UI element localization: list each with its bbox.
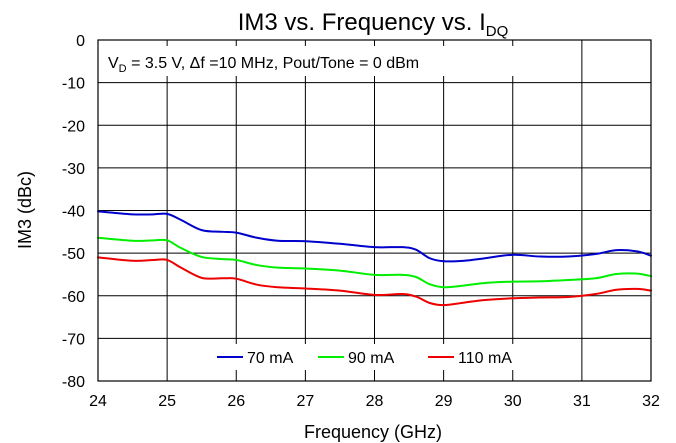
y-tick-label: -80 (62, 374, 85, 391)
x-axis-label: Frequency (GHz) (304, 422, 442, 442)
chart-title-main: IM3 vs. Frequency vs. I (238, 9, 486, 36)
series-line-110-ma (97, 256, 652, 307)
y-tick-label: -60 (62, 289, 85, 306)
series-line-90-ma (97, 236, 652, 289)
annotation-rest: = 3.5 V, Δf =10 MHz, Pout/Tone = 0 dBm (127, 55, 419, 72)
chart-title: IM3 vs. Frequency vs. IDQ (238, 9, 509, 40)
y-axis-label: IM3 (dBc) (15, 171, 35, 249)
legend-background (205, 344, 550, 370)
y-tick-label: -70 (62, 331, 85, 348)
legend-label-110-ma: 110 mA (458, 350, 512, 367)
annotation-background (101, 46, 521, 76)
x-tick-label: 30 (504, 393, 522, 410)
legend: 70 mA 90 mA 110 mA (205, 344, 550, 370)
x-tick-label: 26 (227, 393, 245, 410)
x-tick-label: 25 (158, 393, 176, 410)
annotation-v-subscript: D (119, 63, 127, 75)
x-tick-label: 28 (366, 393, 384, 410)
y-tick-label: -20 (62, 118, 85, 135)
y-tick-label: -40 (62, 204, 85, 221)
plot-area-frame (97, 39, 652, 382)
grid-lines (97, 39, 652, 382)
x-tick-label: 27 (296, 393, 314, 410)
conditions-annotation: VD = 3.5 V, Δf =10 MHz, Pout/Tone = 0 dB… (101, 46, 521, 76)
x-tick-label: 31 (573, 393, 591, 410)
y-tick-label: 0 (76, 33, 85, 50)
y-tick-label: -30 (62, 161, 85, 178)
series-lines (97, 210, 652, 307)
y-tick-label: -50 (62, 246, 85, 263)
x-tick-label: 24 (89, 393, 107, 410)
y-tick-label: -10 (62, 76, 85, 93)
x-tick-label: 32 (642, 393, 660, 410)
y-tick-labels: 0 -10 -20 -30 -40 -50 -60 -70 -80 (62, 33, 85, 391)
x-tick-labels: 24 25 26 27 28 29 30 31 32 (89, 393, 660, 410)
x-tick-label: 29 (435, 393, 453, 410)
chart-title-subscript: DQ (486, 23, 509, 40)
annotation-text: VD = 3.5 V, Δf =10 MHz, Pout/Tone = 0 dB… (108, 55, 419, 75)
series-line-70-ma (97, 210, 652, 263)
legend-label-70-ma: 70 mA (247, 350, 294, 367)
legend-label-90-ma: 90 mA (348, 350, 395, 367)
annotation-v: V (108, 55, 119, 72)
